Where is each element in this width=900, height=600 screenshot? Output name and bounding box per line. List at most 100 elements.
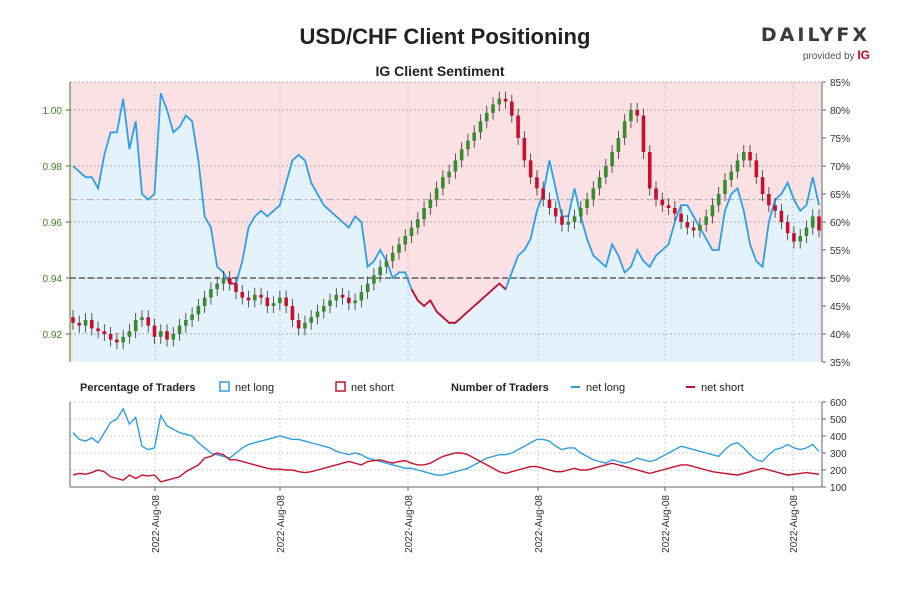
candle-body (184, 320, 188, 326)
candle-body (158, 331, 163, 337)
candle-body (115, 339, 119, 343)
candle-body (535, 177, 539, 189)
candle-body (215, 283, 219, 290)
candle-body (328, 300, 332, 306)
candle-body (622, 121, 627, 138)
candle-body (760, 177, 765, 194)
candle-body (390, 252, 395, 262)
candle-body (616, 138, 621, 152)
x-tick-label: 2022-Aug-08 (661, 495, 672, 553)
net-short-count-line (72, 452, 820, 483)
candle-body (748, 152, 752, 161)
legend-num-title: Number of Traders (451, 382, 549, 394)
candle-body (735, 160, 740, 172)
count-tick-label: 500 (830, 415, 847, 426)
candle-body (591, 188, 596, 200)
candle-body (516, 115, 520, 138)
candle-body (629, 110, 633, 122)
candle-body (773, 205, 777, 211)
legend-num-short: net short (701, 382, 744, 394)
candle-body (491, 104, 495, 113)
pct-tick-label: 55% (830, 246, 850, 257)
candle-body (441, 177, 445, 189)
ig-brand: IG (857, 48, 870, 62)
main-grid (70, 81, 822, 362)
candle-body (221, 278, 226, 284)
candle-body (503, 98, 508, 102)
legend-pct-title: Percentage of Traders (80, 382, 196, 394)
legend-pct-long: net long (235, 382, 274, 394)
pct-tick-label: 85% (830, 78, 850, 89)
legend-pct-short-swatch (335, 381, 346, 392)
candle-body (177, 325, 182, 334)
candle-body (259, 294, 263, 298)
candle-body (654, 188, 658, 200)
candle-body (804, 227, 809, 236)
candle-body (146, 317, 151, 326)
pct-tick-label: 60% (830, 218, 850, 229)
candle-body (315, 311, 320, 318)
count-tick-label: 300 (830, 449, 847, 460)
count-tick-label: 100 (830, 483, 847, 494)
x-tick-label: 2022-Aug-08 (789, 495, 800, 553)
net-long-count-line (72, 407, 820, 476)
candle-body (415, 219, 420, 228)
candle-body (560, 216, 564, 225)
candle-body (284, 297, 288, 306)
candle-body (679, 213, 683, 222)
trader-count-lines (72, 407, 820, 483)
price-tick-label: 0.98 (43, 162, 63, 173)
candle-body (353, 300, 357, 304)
candle-body (817, 216, 821, 231)
candle-body (196, 306, 201, 315)
price-tick-label: 0.92 (43, 330, 63, 341)
x-tick-label: 2022-Aug-08 (276, 495, 287, 553)
candle-body (252, 294, 257, 301)
price-tick-label: 1.00 (43, 106, 63, 117)
candle-body (673, 208, 677, 214)
candle-body (290, 306, 295, 320)
candle-body (566, 222, 571, 225)
candle-body (716, 194, 721, 206)
x-tick-label: 2022-Aug-08 (404, 495, 415, 553)
candle-body (528, 160, 533, 178)
candle-body (83, 320, 88, 326)
candle-body (397, 244, 401, 253)
x-tick-label: 2022-Aug-08 (151, 495, 162, 553)
candle-body (704, 216, 708, 225)
candle-body (422, 208, 426, 220)
candle-body (466, 140, 470, 150)
candle-body (447, 171, 451, 178)
candle-body (578, 208, 583, 217)
candle-body (478, 121, 483, 133)
candle-body (71, 317, 75, 323)
candle-body (334, 294, 339, 301)
candle-body (152, 325, 157, 337)
candle-body (303, 322, 307, 329)
candle-body (190, 314, 194, 320)
candle-body (723, 180, 727, 194)
legend-num-long: net long (586, 382, 625, 394)
pct-tick-label: 50% (830, 274, 850, 285)
candle-body (202, 297, 207, 306)
candle-body (296, 320, 301, 329)
pct-tick-label: 40% (830, 330, 850, 341)
candle-body (459, 149, 464, 161)
candle-body (610, 152, 614, 166)
candle-body (585, 199, 589, 208)
candle-body (604, 166, 608, 178)
candle-body (691, 227, 696, 231)
candle-body (384, 261, 389, 267)
dailyfx-logo: DAILYFX provided by IG (760, 24, 870, 62)
candle-body (641, 115, 646, 152)
candle-body (553, 208, 558, 217)
pct-tick-label: 35% (830, 358, 850, 369)
candle-body (246, 297, 251, 301)
candle-body (754, 160, 759, 178)
candle-body (729, 171, 734, 180)
pct-tick-label: 80% (830, 106, 850, 117)
candle-body (372, 275, 376, 284)
candle-body (497, 98, 502, 105)
candle-body (785, 222, 790, 234)
candle-body (409, 227, 414, 236)
